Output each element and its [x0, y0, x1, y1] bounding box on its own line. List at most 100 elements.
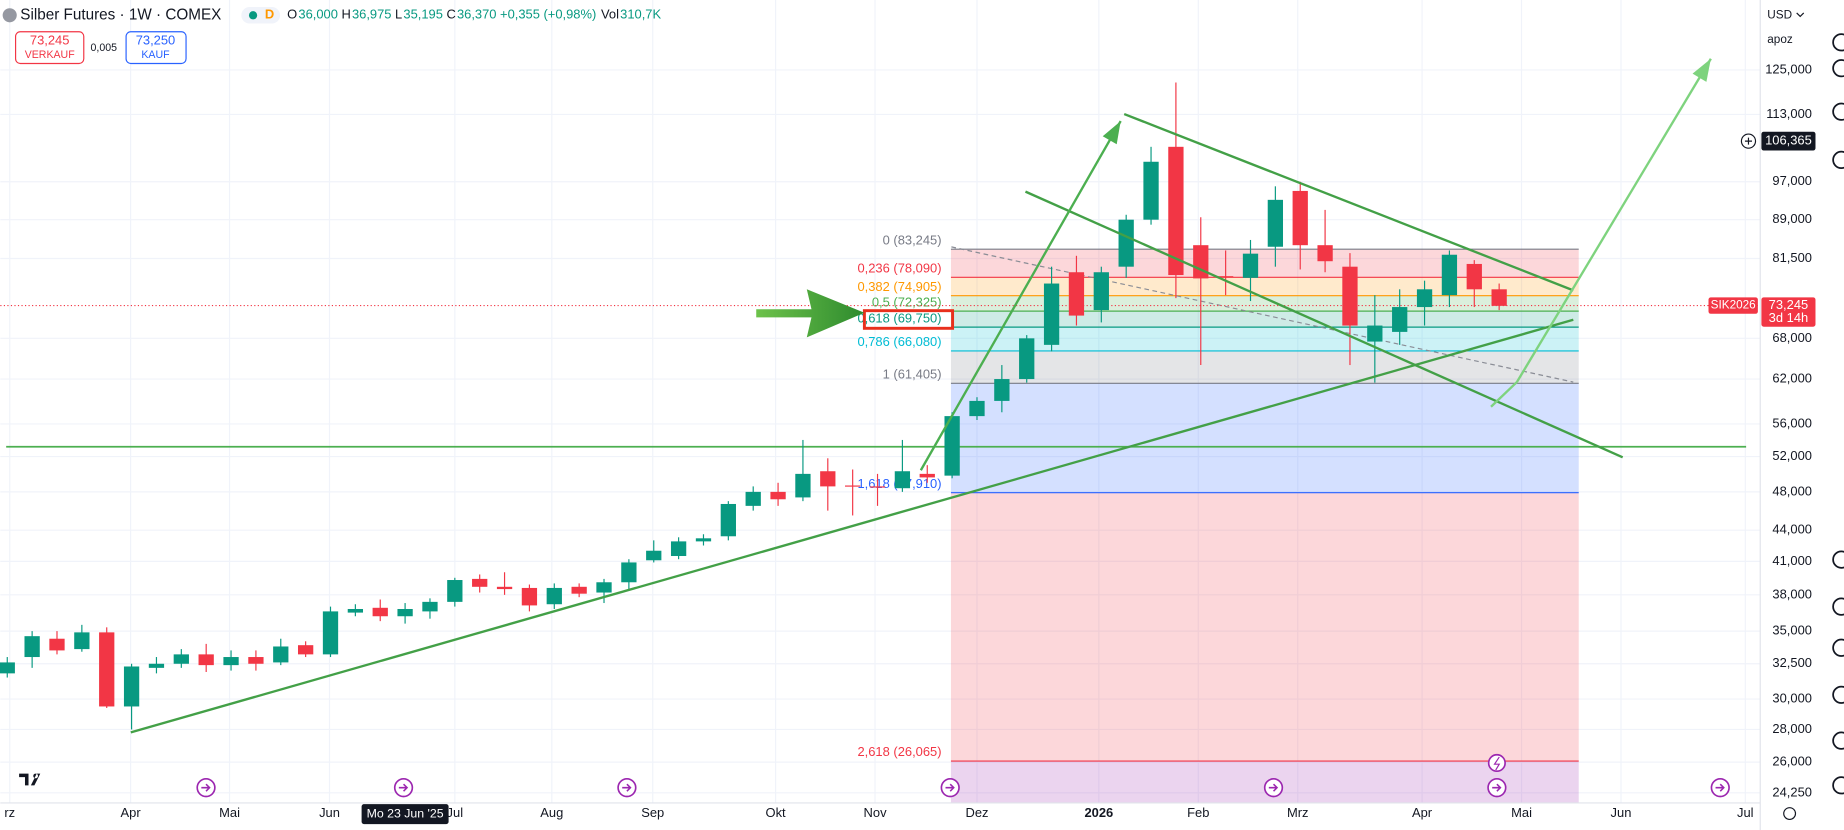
ohlc-label: C: [446, 7, 455, 22]
y-tick-label: 89,000: [1772, 211, 1812, 226]
event-icon: [1487, 753, 1506, 773]
logo-mark: [19, 773, 41, 786]
scale-mode[interactable]: apoz: [1767, 33, 1793, 46]
candle-body: [1118, 219, 1134, 267]
candle-body: [1392, 307, 1408, 332]
add-plus: [1744, 137, 1753, 145]
candle-body: [397, 608, 413, 617]
candle-body: [347, 608, 364, 613]
event-arrow: [398, 783, 409, 792]
candle-body: [1242, 253, 1259, 278]
sell-price: 73,245: [30, 33, 70, 48]
x-tick-label: 2026: [1084, 805, 1113, 820]
y-tick-label: 52,000: [1772, 448, 1812, 463]
candle-body: [994, 379, 1010, 401]
candle-body: [646, 550, 662, 561]
currency[interactable]: USD: [1767, 8, 1792, 21]
y-tick-label: 24,250: [1772, 784, 1812, 799]
x-tick-label: Feb: [1187, 805, 1209, 820]
crosshair-time: Mo 23 Jun '25: [367, 806, 444, 820]
toolbar-icon[interactable]: [1832, 102, 1844, 121]
toolbar-icon[interactable]: [1832, 59, 1844, 78]
fib-band: [950, 492, 1579, 762]
y-tick-label: 56,000: [1772, 415, 1812, 430]
toolbar-icon[interactable]: [1832, 150, 1844, 169]
y-tick-label: 62,000: [1772, 370, 1812, 385]
candle-body: [1491, 289, 1507, 306]
vol-label: Vol: [601, 7, 619, 22]
candle-body: [1292, 190, 1308, 246]
status-dot: [248, 11, 258, 20]
candle-body: [1043, 283, 1060, 345]
toolbar-icon[interactable]: [1832, 597, 1844, 616]
candle-body: [173, 654, 189, 664]
toolbar-icon[interactable]: [1832, 685, 1844, 704]
crosshair-price: 106,365: [1765, 133, 1812, 148]
event-arrow: [1268, 783, 1279, 792]
candle-body: [422, 601, 438, 612]
y-tick-label: 26,000: [1772, 754, 1812, 769]
candle-body: [198, 654, 214, 666]
buy-button[interactable]: [125, 31, 187, 65]
y-tick-label: 81,500: [1772, 250, 1812, 265]
x-tick-label: Apr: [1412, 805, 1433, 820]
toolbar-icon[interactable]: [1832, 638, 1844, 657]
trend-line: [130, 318, 1574, 734]
ohlc-label: O: [287, 7, 297, 22]
arrow: [919, 120, 1122, 471]
settings-icon: [1783, 807, 1797, 821]
fib-band: [950, 383, 1579, 493]
candle-body: [894, 471, 911, 489]
y-tick-label: 48,000: [1772, 483, 1812, 498]
fib-label: 0,382 (74,905): [857, 279, 941, 294]
arrow-big: [756, 289, 865, 338]
toolbar-icon[interactable]: [1832, 550, 1844, 569]
toolbar-icon[interactable]: [1832, 731, 1844, 750]
fib-label: 1 (61,405): [883, 366, 942, 381]
sell-label: VERKAUF: [25, 49, 76, 61]
y-tick-label: 41,000: [1772, 553, 1812, 568]
candle-body: [944, 416, 960, 476]
session: D: [265, 7, 274, 22]
candle-body: [521, 587, 538, 606]
x-tick-label: Mrz: [1287, 805, 1309, 820]
candle-body: [273, 646, 289, 663]
dropdown: [1796, 12, 1805, 18]
y-tick-label: 28,000: [1772, 721, 1812, 736]
candle-body: [770, 491, 786, 500]
candle-body: [1416, 289, 1433, 308]
candle-body: [372, 607, 388, 617]
ohlc-label: L: [395, 7, 402, 22]
candle-body: [1441, 254, 1458, 296]
candle-body: [1019, 338, 1035, 380]
ohlc-value: 36,370: [457, 7, 497, 22]
fib-trend: [951, 246, 1574, 383]
x-tick-label: Dez: [965, 805, 988, 820]
x-tick-label: Jun: [319, 805, 340, 820]
candle-body: [1068, 272, 1085, 316]
trend-line: [1123, 112, 1574, 292]
sell-button[interactable]: [14, 31, 85, 65]
toolbar-icon[interactable]: [1832, 776, 1844, 795]
candle-body: [1217, 276, 1234, 278]
x-tick-label: Mai: [1511, 805, 1532, 820]
buy-price: 73,250: [136, 33, 176, 48]
fib-label: 0,618 (69,750): [857, 310, 941, 325]
candle-body: [919, 473, 935, 478]
price-tag: [1761, 297, 1816, 327]
toolbar-icon[interactable]: [1832, 33, 1844, 52]
candle-body: [1093, 272, 1109, 311]
arrow: [1515, 58, 1712, 383]
fib-label: 2,618 (26,065): [857, 744, 941, 759]
arrow: [1490, 381, 1518, 408]
candle-body: [123, 666, 140, 707]
candle-body: [248, 657, 264, 664]
fib-label: 0,236 (78,090): [857, 261, 941, 276]
candle-body: [0, 662, 15, 674]
ohlc-value: 36,000: [298, 7, 338, 22]
candle-body: [1342, 266, 1358, 326]
trend-line: [1024, 190, 1624, 459]
y-tick-label: 113,000: [1766, 106, 1812, 121]
x-tick-label: Jul: [447, 805, 464, 820]
candle-body: [1317, 245, 1333, 262]
